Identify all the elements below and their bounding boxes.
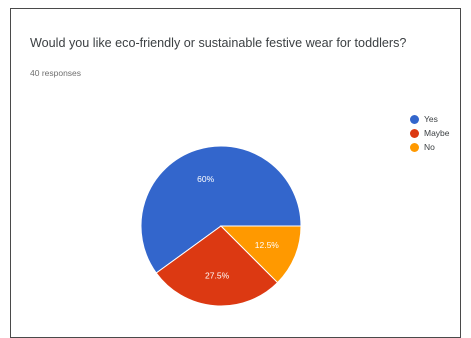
legend: Yes Maybe No (410, 112, 450, 154)
legend-label-no: No (424, 142, 435, 152)
slice-label-maybe: 27.5% (205, 270, 230, 280)
legend-item-no: No (410, 140, 450, 154)
chart-title: Would you like eco-friendly or sustainab… (30, 36, 407, 50)
legend-swatch-yes (410, 114, 419, 124)
legend-label-maybe: Maybe (424, 128, 450, 138)
slice-label-yes: 60% (197, 174, 214, 184)
pie-slice-maybe (155, 225, 279, 307)
legend-swatch-maybe (410, 128, 419, 138)
slice-labels: 60% 27.5% 12.5% (197, 174, 279, 281)
pie-slices (140, 145, 302, 307)
legend-item-maybe: Maybe (410, 126, 450, 140)
legend-label-yes: Yes (424, 114, 438, 124)
pie-slice-no (219, 225, 302, 284)
legend-item-yes: Yes (410, 112, 450, 126)
pie-slice-yes (140, 145, 302, 274)
response-count: 40 responses (30, 68, 82, 78)
slice-label-no: 12.5% (255, 240, 280, 250)
legend-swatch-no (410, 142, 419, 152)
